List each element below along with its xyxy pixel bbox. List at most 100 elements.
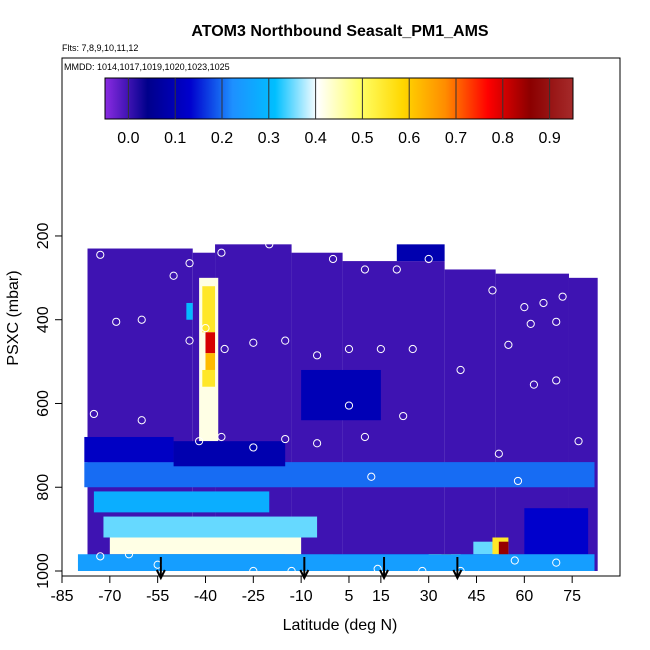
y-tick-label: 200 xyxy=(35,223,52,250)
sample-point xyxy=(418,566,427,576)
sample-point xyxy=(217,432,226,442)
field-cell xyxy=(173,441,286,467)
x-tick-label: 45 xyxy=(468,588,486,605)
sample-point xyxy=(373,564,382,574)
colorbar-tick-label: 0.8 xyxy=(492,130,514,147)
sample-point xyxy=(328,254,338,264)
sample-point xyxy=(137,416,146,425)
sample-point xyxy=(201,323,210,333)
sample-point xyxy=(392,265,401,274)
sample-point xyxy=(265,240,274,249)
sample-point xyxy=(360,432,370,442)
colorbar: 0.0 0.1 0.2 0.3 0.4 0.5 0.6 0.7 0.8 0.9 xyxy=(104,77,574,147)
sample-point xyxy=(344,344,354,354)
surface-marker-head xyxy=(299,569,310,581)
sample-point xyxy=(312,439,322,448)
field-cell xyxy=(301,369,381,421)
x-tick-label: 15 xyxy=(372,588,390,605)
sample-point xyxy=(185,259,194,268)
sample-point xyxy=(96,250,105,259)
field-cell xyxy=(524,508,589,555)
y-tick-label: 1000 xyxy=(35,553,52,589)
field-cell xyxy=(103,516,318,538)
x-tick-label: -10 xyxy=(290,588,313,605)
sample-point xyxy=(249,443,258,452)
sample-point xyxy=(456,365,465,375)
sample-point xyxy=(195,437,204,446)
sample-point xyxy=(124,550,134,559)
surface-marker-head xyxy=(452,569,463,581)
x-axis: -85 -70 -55 -40 -25 -10 5 15 30 45 60 75 xyxy=(50,576,581,605)
sample-point xyxy=(399,411,408,421)
field-cell xyxy=(84,436,174,463)
sample-point xyxy=(552,317,561,326)
sample-point xyxy=(574,437,583,446)
field-cell xyxy=(77,554,595,571)
sample-point xyxy=(494,449,503,458)
field-cell xyxy=(205,353,216,370)
sample-point xyxy=(376,344,385,354)
colorbar-ticks: 0.0 0.1 0.2 0.3 0.4 0.5 0.6 0.7 0.8 0.9 xyxy=(117,78,561,147)
colorbar-fill xyxy=(104,77,574,120)
colorbar-tick-label: 0.5 xyxy=(351,130,373,147)
sample-point xyxy=(287,566,296,576)
x-tick-label: 30 xyxy=(420,588,438,605)
colorbar-tick-label: 0.1 xyxy=(164,130,186,147)
y-axis-label: PSXC (mbar) xyxy=(5,270,22,365)
sample-point xyxy=(312,351,322,360)
heatmap-field xyxy=(77,244,598,572)
field-cell xyxy=(202,286,216,333)
y-tick-label: 800 xyxy=(35,474,52,501)
field-cell xyxy=(84,462,595,488)
sample-point xyxy=(344,401,354,410)
field-cell xyxy=(202,369,216,387)
sample-point xyxy=(526,319,535,329)
x-tick-label: 5 xyxy=(345,588,354,605)
sample-point xyxy=(529,380,539,389)
colorbar-tick-label: 0.6 xyxy=(398,130,420,147)
x-tick-label: -55 xyxy=(146,588,169,605)
sample-point xyxy=(249,338,258,347)
colorbar-tick-label: 0.7 xyxy=(445,130,467,147)
sample-point xyxy=(539,298,548,308)
colorbar-tick-label: 0.3 xyxy=(258,130,280,147)
sample-point xyxy=(96,552,105,561)
field-cell xyxy=(186,302,193,320)
field-cell xyxy=(205,332,216,354)
plot-frame xyxy=(61,57,621,577)
sample-point xyxy=(297,233,306,243)
flights-note: Flts: 7,8,9,10,11,12 xyxy=(62,43,138,53)
x-tick-label: -25 xyxy=(242,588,265,605)
colorbar-tick-label: 0.2 xyxy=(211,130,233,147)
sample-point xyxy=(281,434,290,444)
x-tick-label: 75 xyxy=(563,588,581,605)
sample-point xyxy=(488,286,497,295)
sample-point xyxy=(504,340,513,349)
sample-points xyxy=(89,233,583,576)
surface-marker-head xyxy=(155,569,166,581)
sample-point xyxy=(552,558,561,567)
sample-point xyxy=(112,317,121,326)
x-tick-label: -70 xyxy=(98,588,121,605)
sample-point xyxy=(281,336,290,345)
sample-point xyxy=(520,303,529,312)
sample-point xyxy=(185,336,194,345)
x-tick-label: -85 xyxy=(50,588,73,605)
surface-marker-head xyxy=(379,569,389,581)
y-tick-label: 400 xyxy=(35,306,52,333)
sample-point xyxy=(513,476,523,486)
colorbar-tick-label: 0.4 xyxy=(304,130,326,147)
sample-point xyxy=(367,472,376,481)
field-cell xyxy=(498,541,509,557)
sample-point xyxy=(217,248,226,257)
sample-point xyxy=(89,409,98,419)
field-cell xyxy=(396,244,445,262)
colorbar-tick-label: 0.9 xyxy=(538,130,560,147)
field-cell xyxy=(93,491,270,513)
x-tick-label: -40 xyxy=(194,588,217,605)
y-axis: 200 400 600 800 1000 xyxy=(35,223,62,589)
sample-point xyxy=(137,315,146,324)
x-tick-label: 60 xyxy=(515,588,533,605)
sample-point xyxy=(131,236,140,245)
